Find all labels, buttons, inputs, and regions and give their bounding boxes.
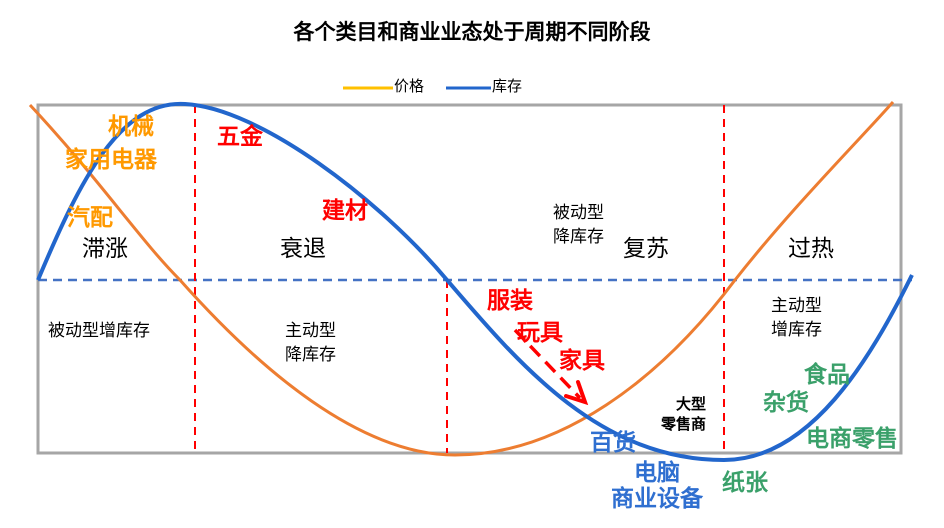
note-passive-decrease-2: 降库存 xyxy=(553,227,604,247)
trend-arrow-head xyxy=(564,380,589,406)
label-hardware: 五金 xyxy=(217,124,263,150)
label-food: 食品 xyxy=(804,362,850,388)
label-home-appliances: 家用电器 xyxy=(65,147,157,173)
note-large-retailer-1: 大型 xyxy=(675,395,706,413)
label-furniture: 家具 xyxy=(559,348,605,374)
label-department-store: 百货 xyxy=(590,430,636,456)
phase-recovery: 复苏 xyxy=(623,236,669,262)
note-passive-decrease-1: 被动型 xyxy=(553,203,604,223)
label-ecommerce-retail: 电商零售 xyxy=(806,426,898,452)
label-computers: 电脑 xyxy=(634,460,680,486)
phase-overheat: 过热 xyxy=(788,236,834,262)
label-apparel: 服装 xyxy=(487,288,533,314)
label-machinery: 机械 xyxy=(108,114,154,140)
phase-stagflation: 滞涨 xyxy=(82,236,128,262)
label-groceries: 杂货 xyxy=(763,390,809,416)
note-passive-increase: 被动型增库存 xyxy=(48,321,150,341)
label-building-materials: 建材 xyxy=(322,198,368,224)
label-toys: 玩具 xyxy=(517,320,563,346)
label-paper: 纸张 xyxy=(722,470,768,496)
label-auto-parts: 汽配 xyxy=(67,205,113,231)
note-large-retailer-2: 零售商 xyxy=(661,415,707,433)
note-active-decrease-1: 主动型 xyxy=(285,321,336,341)
note-active-increase-2: 增库存 xyxy=(771,320,822,340)
legend-price-label: 价格 xyxy=(394,77,425,95)
inventory-curve xyxy=(36,101,914,463)
phase-recession: 衰退 xyxy=(280,236,326,262)
diagram-title: 各个类目和商业业态处于周期不同阶段 xyxy=(293,20,651,44)
trend-arrow-shaft xyxy=(513,328,582,400)
note-active-decrease-2: 降库存 xyxy=(285,345,336,365)
label-business-equipment: 商业设备 xyxy=(611,486,703,512)
legend-inventory-label: 库存 xyxy=(492,77,523,95)
price-curve xyxy=(28,100,895,457)
note-active-increase-1: 主动型 xyxy=(771,296,822,316)
